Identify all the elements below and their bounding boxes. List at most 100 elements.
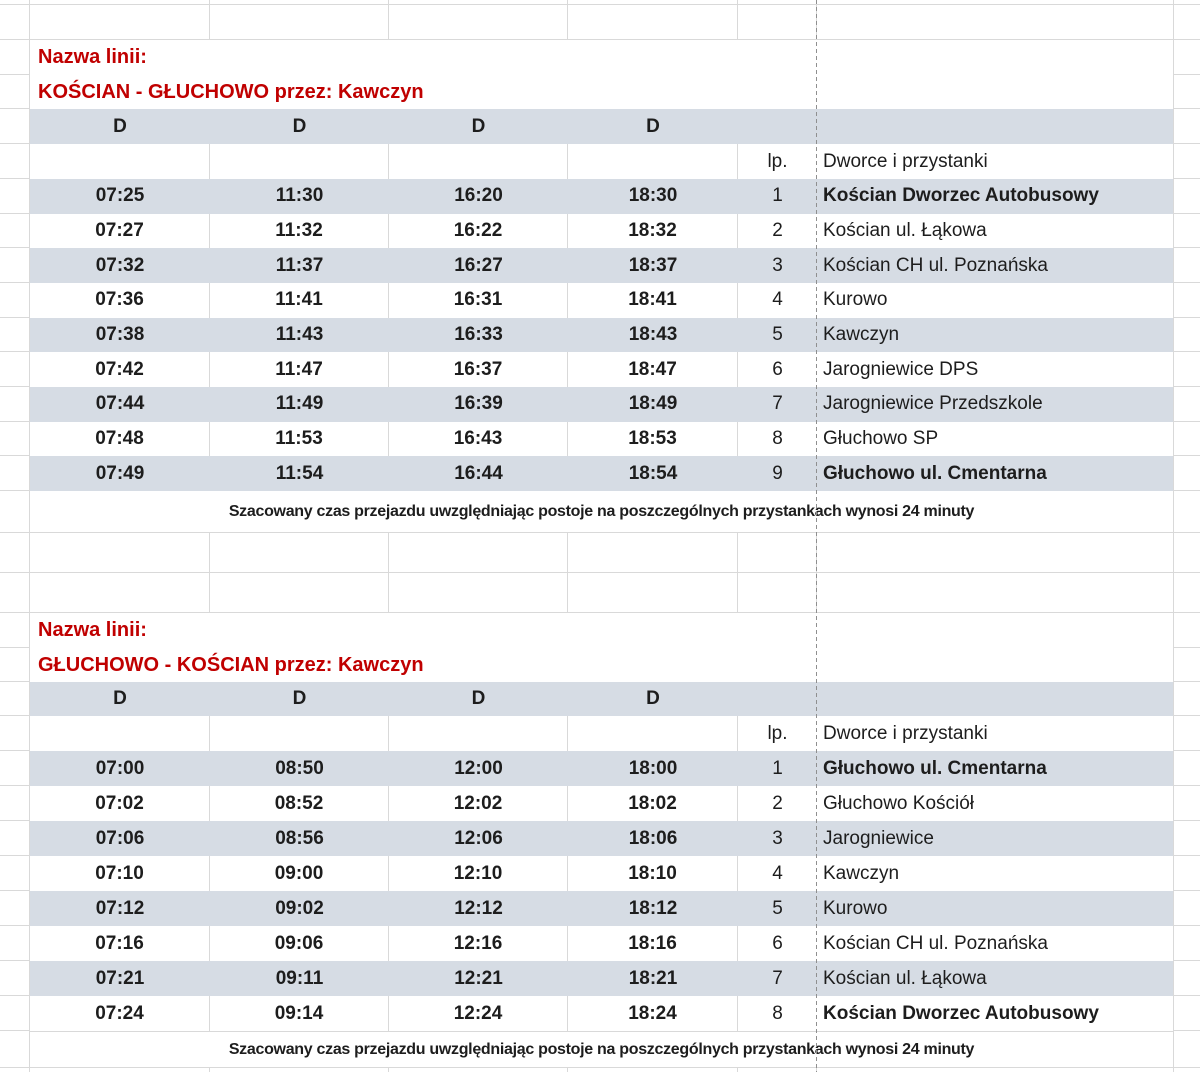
departure-time-cell: 18:16 bbox=[568, 926, 738, 961]
empty-grid-row bbox=[0, 0, 1200, 5]
stop-number-cell: 3 bbox=[772, 827, 783, 849]
stop-name-cell: Głuchowo SP bbox=[823, 428, 939, 450]
departure-time-cell: 12:06 bbox=[454, 827, 503, 849]
column-header-row: lp. Dworce i przystanki bbox=[0, 716, 1200, 751]
grid-cell bbox=[817, 533, 1173, 573]
departure-time-cell: 11:32 bbox=[210, 213, 389, 249]
grid-cell bbox=[210, 533, 389, 573]
margin-cell bbox=[1173, 1031, 1200, 1068]
stop-name-cell: Jarogniewice Przedszkole bbox=[823, 393, 1043, 415]
grid-cell bbox=[210, 0, 389, 5]
departure-time-cell: 09:14 bbox=[210, 996, 389, 1031]
margin-cell bbox=[0, 40, 30, 75]
departure-time-cell: 16:44 bbox=[454, 462, 503, 484]
departure-time-cell: 11:47 bbox=[210, 352, 389, 388]
grid-cell bbox=[210, 1068, 389, 1072]
departure-time-cell: 11:37 bbox=[275, 254, 324, 276]
stop-name-cell: Kurowo bbox=[823, 289, 888, 311]
margin-cell bbox=[0, 613, 30, 648]
departure-time-cell: 18:02 bbox=[568, 786, 738, 821]
departure-time-cell: 07:10 bbox=[30, 856, 210, 891]
grid-cell bbox=[30, 0, 210, 5]
margin-cell bbox=[0, 179, 30, 214]
departure-time-cell: 18:49 bbox=[628, 393, 678, 415]
margin-cell bbox=[0, 352, 30, 388]
departure-time-cell: 18:24 bbox=[568, 996, 738, 1031]
line-label-row: Nazwa linii: bbox=[0, 40, 1200, 75]
stop-number-cell: 8 bbox=[772, 1002, 783, 1024]
grid-cell bbox=[30, 5, 210, 40]
departure-time-cell: 07:49 bbox=[95, 462, 145, 484]
departure-time-cell: 12:00 bbox=[454, 757, 503, 779]
timetable-row: 07:16 09:06 12:16 18:16 6 Kościan CH ul. Pozn… bbox=[0, 926, 1200, 961]
stop-number-cell: 7 bbox=[772, 967, 783, 989]
timetable-row: 07:12 09:02 12:12 18:12 5 Kurowo bbox=[0, 891, 1200, 926]
grid-cell bbox=[30, 573, 210, 613]
margin-cell bbox=[1173, 996, 1200, 1031]
timetable-row: 07:49 11:54 16:44 18:54 9 Głuchowo ul. Cmenta… bbox=[0, 456, 1200, 492]
stop-number-cell: 1 bbox=[772, 185, 783, 207]
margin-cell bbox=[1173, 926, 1200, 961]
departure-time-cell: 18:41 bbox=[568, 283, 738, 318]
departure-time-cell: 12:24 bbox=[389, 996, 568, 1031]
empty-grid-row bbox=[0, 1068, 1200, 1072]
stop-name-cell: Kościan ul. Łąkowa bbox=[823, 967, 987, 989]
departure-time-cell: 09:06 bbox=[210, 926, 389, 961]
departure-time-cell: 07:38 bbox=[95, 324, 145, 346]
grid-cell bbox=[1173, 533, 1200, 573]
stop-name-cell: Głuchowo ul. Cmentarna bbox=[823, 462, 1047, 484]
departure-time-cell: 07:27 bbox=[30, 213, 210, 249]
grid-cell bbox=[389, 1068, 568, 1072]
timetable-koscian-gluchowo: Nazwa linii: KOŚCIAN - GŁUCHOWO przez: K… bbox=[0, 40, 1200, 533]
stop-name-cell: Jarogniewice DPS bbox=[823, 358, 979, 380]
timetable-row: 07:44 11:49 16:39 18:49 7 Jarogniewice Przeds… bbox=[0, 387, 1200, 422]
travel-time-note: Szacowany czas przejazdu uwzględniając p… bbox=[30, 491, 1173, 533]
grid-cell bbox=[0, 0, 30, 5]
grid-cell bbox=[30, 1068, 210, 1072]
margin-cell bbox=[1173, 682, 1200, 716]
margin-cell bbox=[0, 144, 30, 179]
departure-time-cell: 18:47 bbox=[568, 352, 738, 388]
stops-column-header: Dworce i przystanki bbox=[823, 722, 988, 744]
departure-time-cell: 18:37 bbox=[628, 254, 678, 276]
grid-cell bbox=[568, 0, 738, 5]
departure-time-cell: 09:00 bbox=[210, 856, 389, 891]
grid-cell bbox=[1173, 1068, 1200, 1072]
grid-cell bbox=[389, 533, 568, 573]
day-code: D bbox=[471, 115, 486, 137]
stops-column-header: Dworce i przystanki bbox=[823, 150, 988, 172]
stop-name-cell: Kurowo bbox=[823, 897, 888, 919]
column-header-row: lp. Dworce i przystanki bbox=[0, 144, 1200, 179]
stop-name-cell: Kościan CH ul. Poznańska bbox=[823, 932, 1048, 954]
margin-cell bbox=[0, 75, 30, 109]
stop-number-cell: 2 bbox=[772, 220, 783, 241]
departure-time-cell: 07:06 bbox=[95, 827, 145, 849]
grid-cell bbox=[1173, 5, 1200, 40]
grid-cell bbox=[568, 573, 738, 613]
timetable-rows: 07:00 08:50 12:00 18:00 1 Głuchowo ul. Cmenta… bbox=[0, 751, 1200, 1031]
line-label-row: Nazwa linii: bbox=[0, 613, 1200, 648]
line-name-row: KOŚCIAN - GŁUCHOWO przez: Kawczyn bbox=[0, 75, 1200, 109]
departure-time-cell: 16:20 bbox=[454, 185, 503, 207]
departure-time-cell: 11:43 bbox=[275, 324, 324, 346]
stop-number-cell: 6 bbox=[772, 358, 783, 380]
departure-time-cell: 07:48 bbox=[30, 421, 210, 457]
margin-cell bbox=[0, 891, 30, 926]
departure-time-cell: 18:21 bbox=[628, 967, 678, 989]
grid-cell bbox=[738, 533, 817, 573]
day-header-spacer bbox=[738, 109, 817, 144]
margin-cell bbox=[0, 961, 30, 996]
stop-name-cell: Kościan ul. Łąkowa bbox=[823, 220, 987, 241]
margin-cell bbox=[0, 421, 30, 457]
margin-cell bbox=[1173, 856, 1200, 891]
margin-cell bbox=[1173, 821, 1200, 856]
margin-cell bbox=[0, 1031, 30, 1068]
departure-time-cell: 18:00 bbox=[628, 757, 678, 779]
timetable-row: 07:10 09:00 12:10 18:10 4 Kawczyn bbox=[0, 856, 1200, 891]
margin-cell bbox=[0, 821, 30, 856]
header-spacer bbox=[30, 716, 210, 751]
timetable-row: 07:25 11:30 16:20 18:30 1 Kościan Dworzec Aut… bbox=[0, 179, 1200, 214]
stop-number-cell: 4 bbox=[772, 862, 783, 884]
margin-cell bbox=[0, 317, 30, 353]
departure-time-cell: 18:32 bbox=[568, 213, 738, 249]
